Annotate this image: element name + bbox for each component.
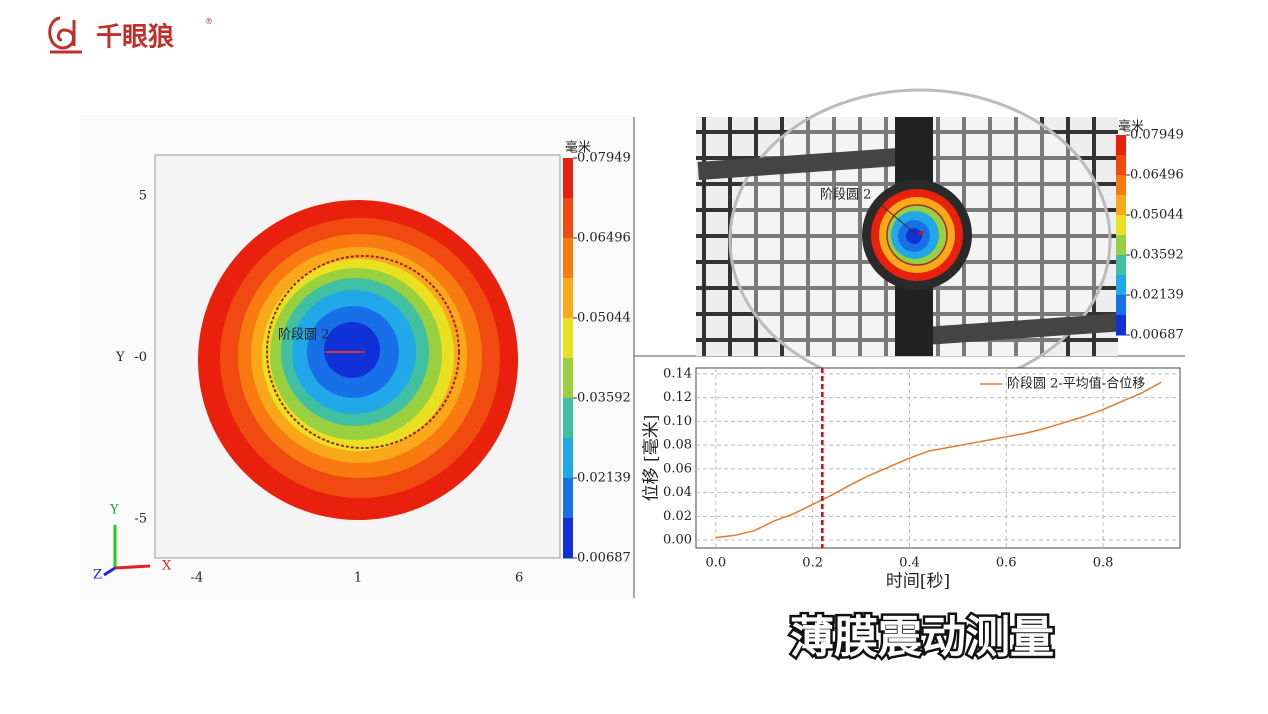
colorbar-tick-label: 0.03592 [1130,247,1184,262]
colorbar-tick-label: 0.07949 [1130,128,1184,143]
colorbar-band [563,478,573,519]
triad-label: X [162,559,172,574]
colorbar-band [563,358,573,399]
y-tick-label: -0 [134,350,147,365]
line-series [715,381,1162,539]
y-tick-label: 0.06 [663,461,692,476]
colorbar-title: 毫米 [1118,119,1144,135]
colorbar-band [1116,155,1126,176]
x-tick-label: 0.0 [706,556,727,571]
colorbar-band [563,158,573,199]
x-tick-label: 0.6 [996,556,1017,571]
colorbar-tick-label: 0.07949 [577,151,631,166]
colorbar-band [1116,135,1126,156]
y-tick-label: 0.04 [663,485,692,500]
x-axis-label: 时间[秒] [886,572,950,592]
x-tick-label: 6 [515,571,523,586]
colorbar-band [563,398,573,439]
colorbar-band [1116,295,1126,316]
y-tick-label: 0.12 [663,390,692,405]
y-tick-label: 0.08 [663,438,692,453]
photo [696,88,1121,392]
triad [103,525,151,577]
colorbar-band [563,318,573,359]
colorbar-title: 毫米 [565,140,591,156]
colorbar-band [1116,175,1126,196]
x-tick-label: 0.4 [899,556,920,571]
plot-area [695,367,1181,549]
colorbar-tick-label: 0.06496 [577,231,631,246]
colorbar-tick-label: 0.03592 [577,390,631,405]
colorbar-band [563,518,573,559]
photo-label: 阶段圆 2 [820,188,871,203]
y-tick-label: 0.02 [663,509,692,524]
y-tick-label: -5 [134,512,147,527]
y-tick-label: 0.14 [663,366,692,381]
logo-text: 千眼狼 [96,22,174,53]
colorbar-tick-label: 0.05044 [577,311,631,326]
colorbar-tick-label: 0.00687 [1130,328,1184,343]
x-tick-label: -4 [191,571,204,586]
x-tick-label: 0.8 [1093,556,1114,571]
y-tick-label: 0.00 [663,533,692,548]
colorbar-tick-label: 0.05044 [1130,208,1184,223]
y-tick-label: 0.10 [663,414,692,429]
colorbar-band [1116,255,1126,276]
colorbar-tick-label: 0.06496 [1130,168,1184,183]
logo-icon [48,16,82,54]
region-label: 阶段圆 2 [278,328,329,343]
colorbar-band [563,238,573,279]
contour-map [198,200,518,520]
logo-mark: ® [205,17,213,26]
y-axis-label: Y [115,350,125,365]
colorbar-tick-label: 0.00687 [577,551,631,566]
colorbar-tick-label: 0.02139 [1130,288,1184,303]
triad-label: Y [109,503,119,518]
colorbar-tick-label: 0.02139 [577,471,631,486]
y-tick-label: 5 [139,189,147,204]
colorbar-band [563,198,573,239]
legend-label: 阶段圆 2-平均值-合位移 [1007,376,1145,392]
colorbar-band [1116,195,1126,216]
colorbar-band [563,438,573,479]
colorbar-band [563,278,573,319]
x-tick-label: 1 [354,571,362,586]
colorbar-band [1116,235,1126,256]
y-axis-label: 位移 [毫米] [642,415,662,502]
caption: 薄膜震动测量 [790,612,1054,663]
colorbar-band [1116,315,1126,336]
colorbar-band [1116,215,1126,236]
colorbar-band [1116,275,1126,296]
triad-label: Z [93,568,102,583]
x-tick-label: 0.2 [802,556,823,571]
